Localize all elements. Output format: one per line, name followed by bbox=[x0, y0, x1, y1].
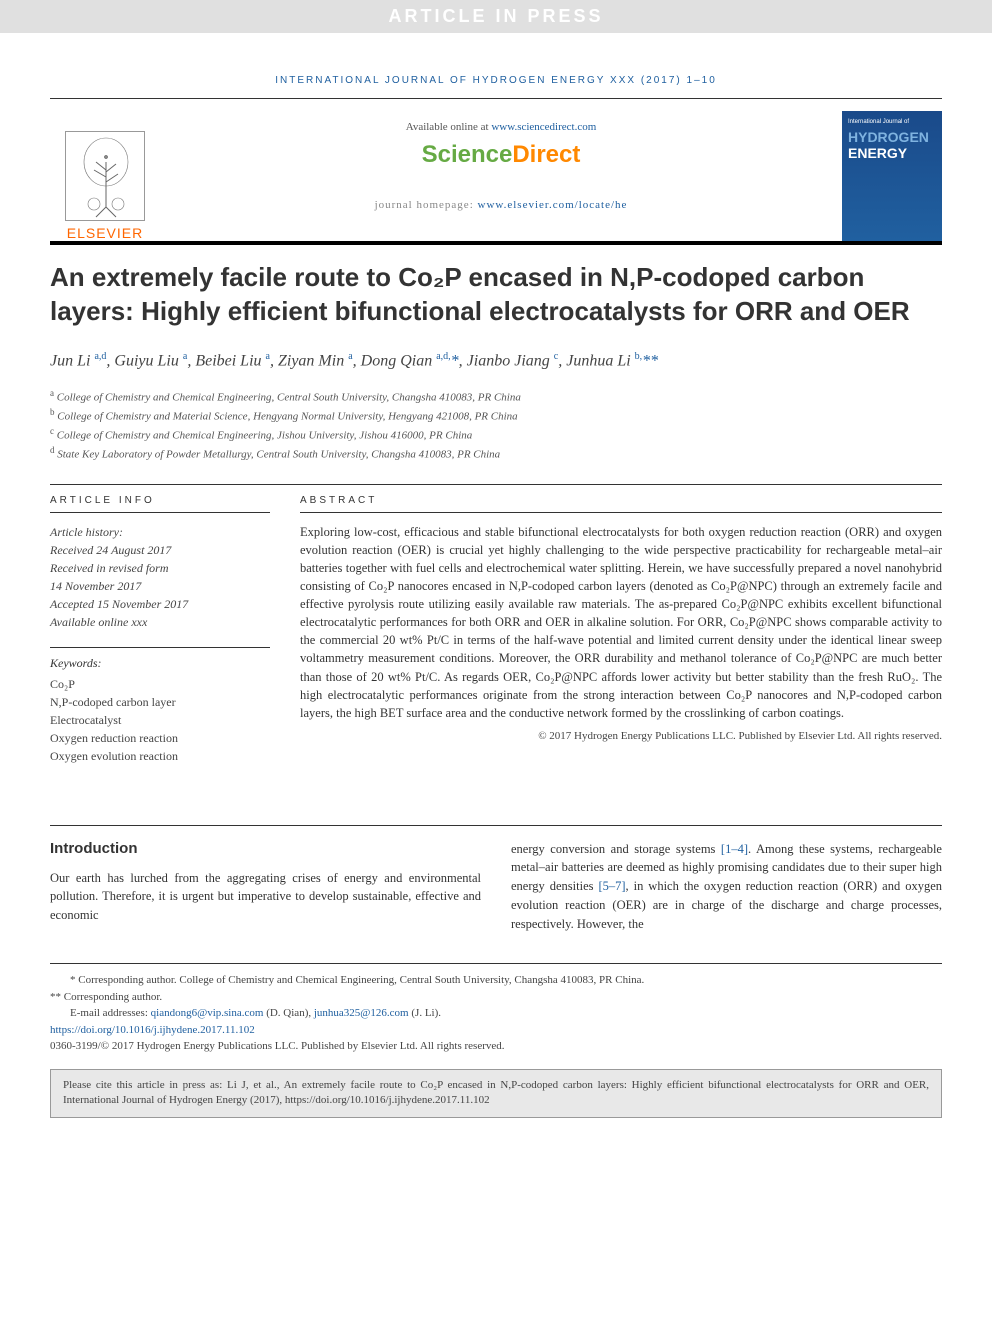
abstract-column: ABSTRACT Exploring low-cost, efficacious… bbox=[300, 485, 942, 765]
email-li-link[interactable]: junhua325@126.com bbox=[314, 1007, 409, 1019]
keyword-item: Oxygen reduction reaction bbox=[50, 729, 270, 747]
info-abstract-row: ARTICLE INFO Article history: Received 2… bbox=[50, 484, 942, 765]
history-revised-line1: Received in revised form bbox=[50, 559, 270, 577]
keywords-label: Keywords: bbox=[50, 647, 270, 671]
sciencedirect-logo: ScienceDirect bbox=[180, 141, 822, 169]
sciencedirect-link[interactable]: www.sciencedirect.com bbox=[491, 121, 596, 133]
cover-energy: ENERGY bbox=[848, 145, 936, 161]
article-info-heading: ARTICLE INFO bbox=[50, 485, 270, 513]
history-accepted: Accepted 15 November 2017 bbox=[50, 595, 270, 613]
email-qian-name: (D. Qian), bbox=[263, 1007, 313, 1019]
sd-direct: Direct bbox=[512, 141, 580, 168]
footnotes: * Corresponding author. College of Chemi… bbox=[50, 963, 942, 1055]
introduction-heading: Introduction bbox=[50, 840, 481, 857]
affiliation-d: d State Key Laboratory of Powder Metallu… bbox=[50, 444, 942, 463]
affiliation-a: a College of Chemistry and Chemical Engi… bbox=[50, 387, 942, 406]
ref-5-7-link[interactable]: [5–7] bbox=[598, 879, 625, 893]
body-right-column: energy conversion and storage systems [1… bbox=[511, 826, 942, 934]
history-revised-line2: 14 November 2017 bbox=[50, 577, 270, 595]
doi-link[interactable]: https://doi.org/10.1016/j.ijhydene.2017.… bbox=[50, 1024, 255, 1036]
corresponding-1: * Corresponding author. College of Chemi… bbox=[50, 972, 942, 989]
available-online-line: Available online at www.sciencedirect.co… bbox=[180, 121, 822, 133]
email-li-name: (J. Li). bbox=[409, 1007, 441, 1019]
body-left-column: Introduction Our earth has lurched from … bbox=[50, 826, 481, 934]
abstract-text: Exploring low-cost, efficacious and stab… bbox=[300, 523, 942, 722]
header-box: ELSEVIER Available online at www.science… bbox=[50, 98, 942, 245]
abstract-heading: ABSTRACT bbox=[300, 485, 942, 513]
affiliations-list: a College of Chemistry and Chemical Engi… bbox=[50, 387, 942, 464]
email-label: E-mail addresses: bbox=[70, 1007, 151, 1019]
body-columns: Introduction Our earth has lurched from … bbox=[50, 825, 942, 934]
email-qian-link[interactable]: qiandong6@vip.sina.com bbox=[151, 1007, 264, 1019]
history-label: Article history: bbox=[50, 523, 270, 541]
elsevier-logo: ELSEVIER bbox=[50, 111, 160, 241]
intro-right-pre: energy conversion and storage systems bbox=[511, 842, 721, 856]
keyword-item: Co₂P bbox=[50, 675, 270, 693]
article-info-column: ARTICLE INFO Article history: Received 2… bbox=[50, 485, 270, 765]
article-title: An extremely facile route to Co₂P encase… bbox=[50, 261, 942, 329]
sd-science: Science bbox=[422, 141, 513, 168]
article-in-press-banner: ARTICLE IN PRESS bbox=[0, 0, 992, 33]
ref-1-4-link[interactable]: [1–4] bbox=[721, 842, 748, 856]
citation-box: Please cite this article in press as: Li… bbox=[50, 1069, 942, 1118]
corresponding-2: ** Corresponding author. bbox=[50, 989, 942, 1006]
keyword-item: Oxygen evolution reaction bbox=[50, 747, 270, 765]
affiliation-b: b College of Chemistry and Material Scie… bbox=[50, 406, 942, 425]
elsevier-text: ELSEVIER bbox=[67, 225, 143, 241]
keywords-list: Co₂PN,P-codoped carbon layerElectrocatal… bbox=[50, 675, 270, 765]
available-prefix: Available online at bbox=[406, 121, 492, 133]
homepage-prefix: journal homepage: bbox=[375, 199, 478, 211]
history-online: Available online xxx bbox=[50, 613, 270, 631]
journal-cover-thumbnail: International Journal of HYDROGEN ENERGY bbox=[842, 111, 942, 241]
homepage-line: journal homepage: www.elsevier.com/locat… bbox=[180, 199, 822, 211]
email-line: E-mail addresses: qiandong6@vip.sina.com… bbox=[50, 1005, 942, 1022]
keyword-item: Electrocatalyst bbox=[50, 711, 270, 729]
journal-reference: INTERNATIONAL JOURNAL OF HYDROGEN ENERGY… bbox=[50, 63, 942, 98]
intro-left-text: Our earth has lurched from the aggregati… bbox=[50, 869, 481, 925]
homepage-link[interactable]: www.elsevier.com/locate/he bbox=[478, 199, 628, 211]
header-middle: Available online at www.sciencedirect.co… bbox=[160, 111, 842, 241]
cover-hydrogen: HYDROGEN bbox=[848, 129, 936, 145]
intro-right-text: energy conversion and storage systems [1… bbox=[511, 840, 942, 934]
history-received: Received 24 August 2017 bbox=[50, 541, 270, 559]
cover-top-text: International Journal of bbox=[848, 119, 936, 125]
doi-line: https://doi.org/10.1016/j.ijhydene.2017.… bbox=[50, 1022, 942, 1039]
article-history: Article history: Received 24 August 2017… bbox=[50, 523, 270, 631]
affiliation-c: c College of Chemistry and Chemical Engi… bbox=[50, 425, 942, 444]
copyright-line: © 2017 Hydrogen Energy Publications LLC.… bbox=[300, 730, 942, 742]
elsevier-tree-icon bbox=[65, 131, 145, 221]
authors-list: Jun Li a,d, Guiyu Liu a, Beibei Liu a, Z… bbox=[50, 349, 942, 373]
keyword-item: N,P-codoped carbon layer bbox=[50, 693, 270, 711]
issn-line: 0360-3199/© 2017 Hydrogen Energy Publica… bbox=[50, 1038, 942, 1055]
